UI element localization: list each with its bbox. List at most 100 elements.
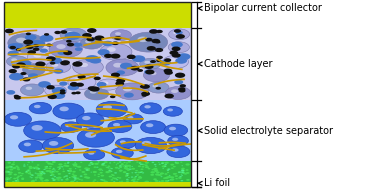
Circle shape — [158, 174, 161, 176]
Circle shape — [148, 82, 169, 93]
Circle shape — [91, 172, 92, 173]
Circle shape — [166, 86, 191, 99]
Circle shape — [56, 44, 66, 49]
Circle shape — [178, 89, 185, 93]
Circle shape — [46, 161, 49, 163]
Circle shape — [63, 171, 65, 172]
Circle shape — [33, 53, 42, 57]
Circle shape — [155, 169, 158, 171]
Circle shape — [140, 85, 146, 88]
Circle shape — [181, 180, 183, 181]
Circle shape — [20, 72, 26, 75]
Circle shape — [52, 171, 54, 172]
Circle shape — [49, 141, 58, 146]
Circle shape — [167, 180, 169, 181]
Circle shape — [64, 163, 67, 164]
Circle shape — [185, 163, 190, 166]
Circle shape — [171, 167, 174, 169]
Circle shape — [152, 162, 154, 163]
Circle shape — [103, 41, 113, 46]
Circle shape — [34, 105, 40, 108]
Circle shape — [160, 172, 164, 174]
Circle shape — [96, 101, 127, 117]
Circle shape — [54, 69, 63, 74]
Circle shape — [81, 184, 85, 186]
Circle shape — [155, 184, 159, 186]
Circle shape — [17, 168, 20, 170]
Circle shape — [127, 170, 130, 171]
Circle shape — [45, 179, 49, 181]
Circle shape — [118, 168, 120, 169]
Circle shape — [105, 181, 109, 183]
Circle shape — [109, 176, 112, 177]
Circle shape — [29, 102, 52, 114]
Circle shape — [144, 61, 150, 64]
Circle shape — [41, 180, 44, 182]
Circle shape — [103, 105, 112, 110]
Circle shape — [164, 173, 167, 175]
Circle shape — [108, 120, 132, 133]
Circle shape — [93, 166, 97, 168]
Circle shape — [31, 161, 33, 162]
Circle shape — [134, 181, 138, 184]
Circle shape — [87, 169, 89, 170]
Circle shape — [61, 166, 64, 167]
Circle shape — [63, 169, 64, 170]
Circle shape — [113, 181, 115, 182]
Circle shape — [168, 42, 190, 53]
Circle shape — [5, 171, 9, 173]
Circle shape — [5, 29, 14, 33]
Circle shape — [18, 172, 21, 174]
Circle shape — [52, 179, 56, 181]
Circle shape — [11, 58, 17, 61]
Circle shape — [172, 179, 174, 180]
Circle shape — [7, 162, 11, 164]
Circle shape — [116, 78, 125, 83]
Circle shape — [116, 83, 149, 100]
Circle shape — [167, 170, 169, 171]
Circle shape — [53, 103, 84, 119]
Circle shape — [173, 44, 179, 47]
Circle shape — [111, 168, 113, 169]
Circle shape — [167, 146, 190, 158]
Circle shape — [166, 169, 169, 170]
Circle shape — [58, 173, 61, 175]
Circle shape — [65, 124, 71, 127]
Circle shape — [88, 86, 96, 90]
Circle shape — [6, 178, 11, 180]
Circle shape — [32, 125, 43, 131]
Circle shape — [59, 91, 66, 94]
Circle shape — [104, 161, 108, 163]
Circle shape — [5, 167, 8, 168]
Circle shape — [26, 185, 28, 187]
Circle shape — [24, 143, 31, 146]
Circle shape — [84, 174, 87, 175]
Circle shape — [181, 175, 183, 176]
Circle shape — [46, 56, 56, 61]
Circle shape — [58, 169, 60, 170]
Circle shape — [171, 42, 183, 48]
Circle shape — [43, 169, 46, 170]
Circle shape — [52, 178, 54, 179]
Circle shape — [35, 177, 39, 179]
Circle shape — [136, 174, 139, 176]
Circle shape — [72, 185, 75, 186]
Circle shape — [98, 169, 102, 170]
Bar — [4, 28, 191, 100]
Circle shape — [12, 167, 16, 169]
Circle shape — [77, 166, 81, 168]
Circle shape — [162, 168, 164, 169]
Circle shape — [119, 170, 122, 171]
Circle shape — [108, 170, 112, 172]
Circle shape — [124, 164, 128, 167]
Circle shape — [84, 176, 88, 178]
Circle shape — [138, 162, 141, 163]
Circle shape — [118, 177, 121, 179]
Circle shape — [93, 171, 97, 173]
Circle shape — [15, 180, 20, 183]
Circle shape — [78, 75, 86, 79]
Circle shape — [70, 182, 72, 183]
Circle shape — [161, 163, 164, 164]
Circle shape — [38, 173, 42, 175]
Circle shape — [182, 171, 184, 173]
